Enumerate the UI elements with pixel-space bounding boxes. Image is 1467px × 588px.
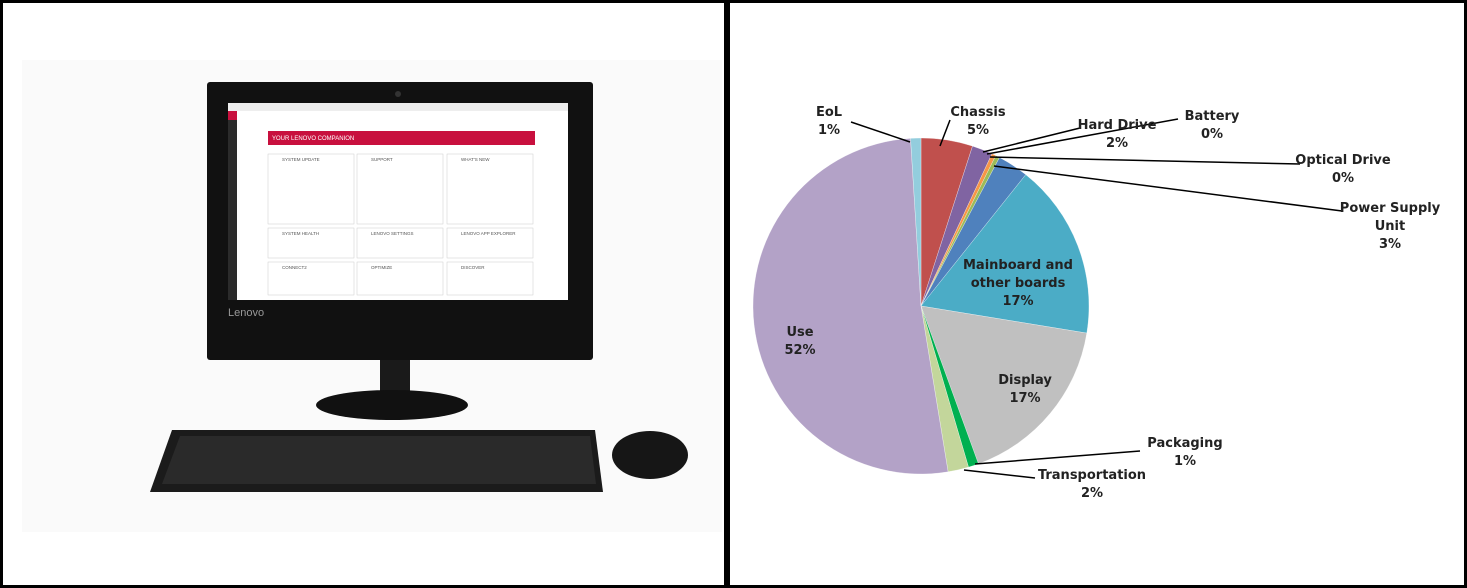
category-name: Chassis — [938, 104, 1018, 122]
value-label: 1% — [1145, 453, 1225, 471]
tile-title: CONNECT2 — [282, 265, 307, 270]
category-name: Battery — [1177, 108, 1247, 126]
category-name: EoL — [809, 104, 849, 122]
tile — [447, 262, 533, 295]
tile-title: LENOVO APP EXPLORER — [461, 231, 516, 236]
tile — [357, 262, 443, 295]
value-label: 5% — [938, 122, 1018, 140]
brand: Lenovo — [228, 307, 264, 319]
canvas: YOUR LENOVO COMPANION SYSTEM UPDATE SUPPO… — [0, 0, 1467, 588]
category-name: Packaging — [1145, 435, 1225, 453]
value-label: 3% — [1335, 236, 1445, 254]
camera — [395, 91, 401, 97]
sidebar — [228, 111, 237, 300]
category-name: Hard Drive — [1072, 117, 1162, 135]
category-name: Mainboard and other boards — [956, 257, 1081, 293]
tile — [447, 154, 533, 224]
mouse — [612, 431, 688, 479]
sidebar-top — [228, 111, 237, 120]
tile-title: DISCOVER — [461, 265, 485, 270]
photo: YOUR LENOVO COMPANION SYSTEM UPDATE SUPPO… — [22, 60, 722, 532]
leader-line — [990, 157, 1300, 164]
keys — [162, 436, 596, 484]
tile-title: LENOVO SETTINGS — [371, 231, 414, 236]
value-label: 52% — [770, 342, 830, 360]
screen-title: YOUR LENOVO COMPANION — [272, 136, 354, 142]
value-label: 2% — [1072, 135, 1162, 153]
leader-line — [851, 122, 910, 142]
value-label: 0% — [1177, 126, 1247, 144]
category-name: Display — [985, 372, 1065, 390]
category-name: Optical Drive — [1288, 152, 1398, 170]
leader-line — [964, 470, 1035, 478]
category-name: Transportation — [1037, 467, 1147, 485]
tile-title: OPTIMIZE — [371, 265, 392, 270]
value-label: 0% — [1288, 170, 1398, 188]
category-name: Use — [770, 324, 830, 342]
divider — [724, 0, 730, 588]
tile — [268, 154, 354, 224]
category-name: Power Supply Unit — [1335, 200, 1445, 236]
tile — [268, 262, 354, 295]
value-label: 1% — [809, 122, 849, 140]
value-label: 2% — [1037, 485, 1147, 503]
tile — [357, 154, 443, 224]
page: YOUR LENOVO COMPANION SYSTEM UPDATE SUPPO… — [0, 0, 1467, 588]
tile-title: SYSTEM HEALTH — [282, 231, 319, 236]
stand-base — [316, 390, 468, 420]
titlebar — [228, 103, 568, 111]
tile-title: SUPPORT — [371, 157, 393, 162]
tile-title: SYSTEM UPDATE — [282, 157, 320, 162]
value-label: 17% — [956, 293, 1081, 311]
value-label: 17% — [985, 390, 1065, 408]
tile-title: WHAT'S NEW — [461, 157, 490, 162]
